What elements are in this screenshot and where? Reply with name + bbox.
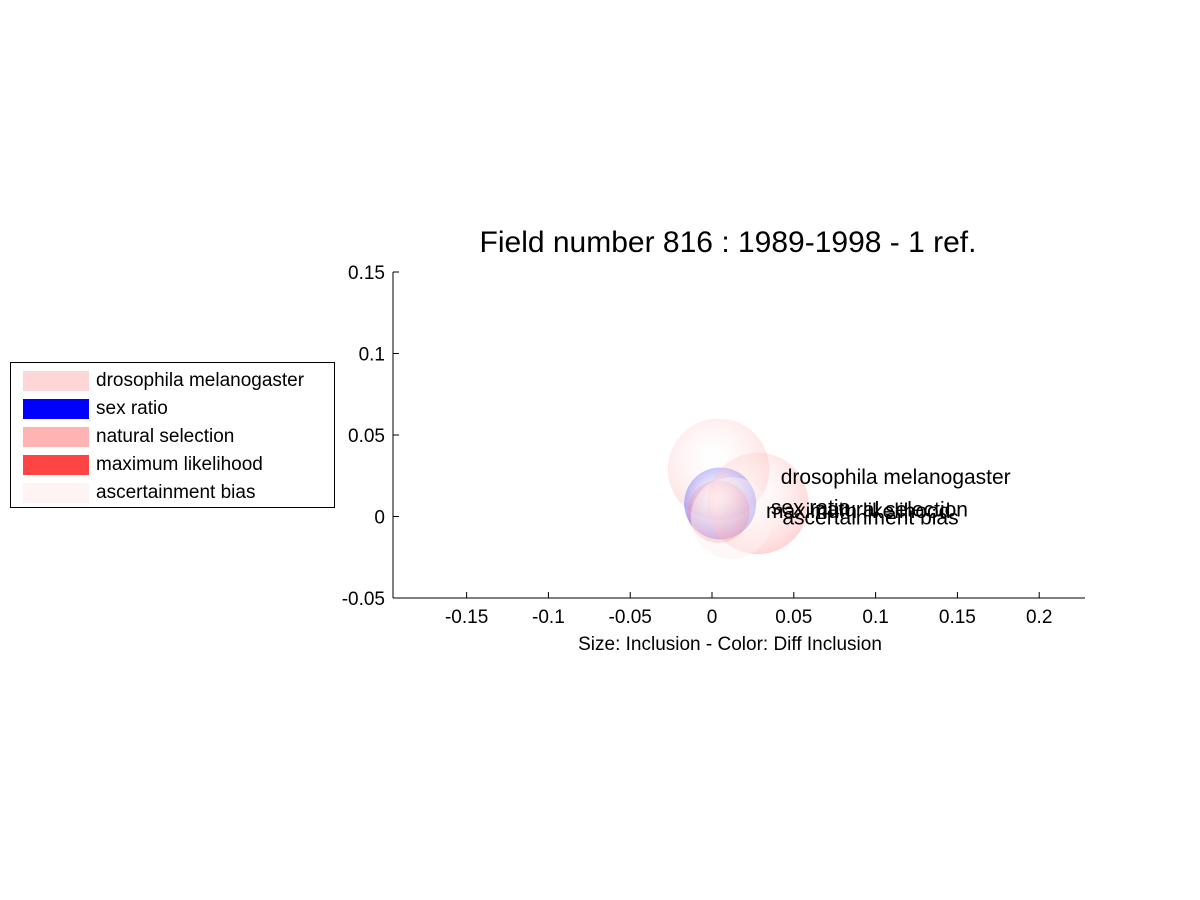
legend-item: natural selection — [23, 426, 235, 447]
y-tick-label: -0.05 — [342, 589, 385, 610]
legend: drosophila melanogaster sex ratio natura… — [10, 362, 335, 508]
bubble-label: natural selection — [815, 498, 968, 521]
x-tick-label: 0.1 — [862, 607, 888, 628]
chart-title: Field number 816 : 1989-1998 - 1 ref. — [480, 226, 977, 259]
x-axis-label: Size: Inclusion - Color: Diff Inclusion — [578, 634, 882, 655]
legend-swatch — [23, 371, 89, 391]
y-tick-label: 0.1 — [359, 345, 385, 366]
legend-item: sex ratio — [23, 398, 168, 419]
legend-label: natural selection — [96, 426, 235, 447]
legend-swatch — [23, 455, 89, 475]
bubbles — [667, 418, 809, 560]
x-tick-label: 0.2 — [1026, 607, 1052, 628]
y-tick-label: 0.15 — [348, 263, 385, 284]
bubble-label: sex ratio — [771, 497, 850, 520]
legend-swatch — [23, 483, 89, 503]
x-tick-label: 0.05 — [775, 607, 812, 628]
bubble-label: maximum likelihood — [766, 500, 950, 523]
legend-item: ascertainment bias — [23, 482, 256, 503]
bubble-label: ascertainment bias — [782, 507, 958, 530]
bubble-point — [690, 477, 773, 560]
axes: -0.15 -0.1 -0.05 0 0.05 0.1 0.15 0.2 -0.05 0 0.05 0… — [342, 263, 1085, 628]
y-tick-label: 0 — [374, 508, 385, 529]
legend-label: sex ratio — [96, 398, 168, 419]
bubble-label: drosophila melanogaster — [781, 466, 1011, 489]
y-tick-label: 0.05 — [348, 426, 385, 447]
x-tick-label: -0.1 — [532, 607, 565, 628]
bubble-labels: drosophila melanogaster sex rationatural … — [766, 466, 1011, 530]
x-tick-label: -0.05 — [609, 607, 652, 628]
x-tick-label: -0.15 — [445, 607, 488, 628]
legend-label: ascertainment bias — [96, 482, 256, 503]
legend-swatch — [23, 427, 89, 447]
legend-label: drosophila melanogaster — [96, 370, 305, 391]
x-tick-label: 0.15 — [939, 607, 976, 628]
x-tick-label: 0 — [707, 607, 718, 628]
legend-label: maximum likelihood — [96, 454, 263, 475]
legend-item: drosophila melanogaster — [23, 370, 305, 391]
legend-item: maximum likelihood — [23, 454, 263, 475]
legend-swatch — [23, 399, 89, 419]
